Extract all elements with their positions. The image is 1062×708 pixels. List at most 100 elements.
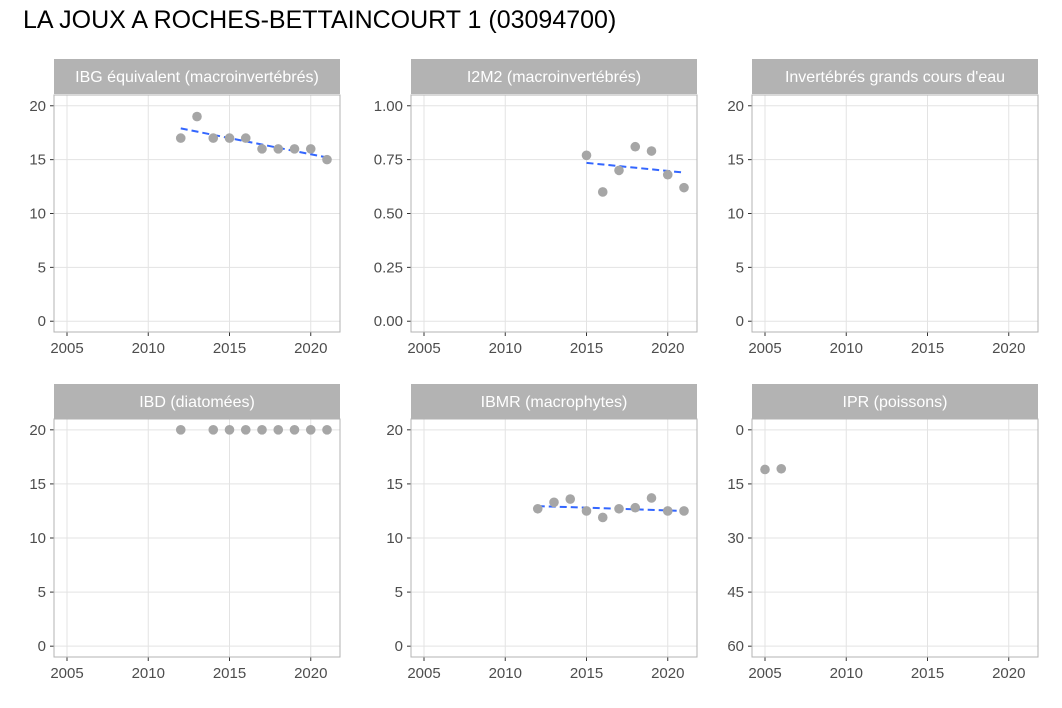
facet-panel-3: Invertébrés grands cours d'eau0510152020… [727, 59, 1039, 357]
facet-strip [54, 384, 340, 419]
data-point [192, 111, 202, 122]
y-tick-label: 15 [727, 476, 744, 493]
x-tick-label: 2010 [132, 340, 165, 357]
facet-strip [411, 384, 697, 419]
y-tick-label: 20 [727, 98, 744, 115]
x-tick-label: 2010 [489, 665, 522, 682]
y-tick-label: 10 [386, 530, 403, 547]
data-point [175, 425, 186, 435]
y-tick-label: 0 [38, 638, 46, 655]
y-tick-label: 5 [736, 259, 744, 276]
y-tick-label: 30 [727, 530, 744, 547]
data-point [273, 425, 284, 435]
panel-frame [53, 94, 341, 333]
x-tick-label: 2020 [651, 665, 684, 682]
x-tick-label: 2010 [830, 665, 863, 682]
panel-frame [751, 418, 1039, 658]
x-tick-label: 2015 [911, 340, 944, 357]
data-point [662, 169, 673, 180]
data-point [240, 133, 251, 143]
x-tick-label: 2005 [50, 665, 83, 682]
data-point [289, 425, 300, 435]
x-tick-label: 2015 [570, 665, 603, 682]
facet-title: I2M2 (macroinvertébrés) [467, 69, 641, 86]
panel-frame [410, 418, 698, 658]
y-tick-label: 0 [38, 313, 46, 330]
data-point [581, 506, 592, 516]
y-tick-label: 60 [727, 638, 744, 655]
data-point [614, 503, 624, 514]
x-tick-label: 2020 [294, 340, 327, 357]
x-tick-label: 2005 [407, 665, 440, 682]
facet-strip [752, 59, 1038, 94]
data-point [776, 463, 787, 474]
facet-title: IBMR (macrophytes) [481, 394, 628, 411]
facet-strip [54, 59, 340, 94]
data-point [581, 150, 592, 161]
data-point [679, 182, 689, 193]
facet-panel-4: IBD (diatomées) 0 5 10 15 20 2005 2010 2015 2020 [29, 384, 341, 682]
x-tick-label: 2005 [748, 340, 781, 357]
y-tick-label: 20 [29, 422, 46, 439]
data-point [257, 144, 267, 154]
y-tick-label: 0 [395, 638, 403, 655]
data-point [760, 464, 770, 475]
y-tick-label: 0.75 [374, 152, 403, 169]
x-tick-label: 2005 [748, 665, 781, 682]
data-point [549, 497, 559, 508]
trend-line [180, 127, 328, 159]
data-point [532, 503, 543, 514]
facet-title: IBD (diatomées) [139, 394, 255, 411]
x-tick-label: 2015 [213, 665, 246, 682]
y-tick-label: 5 [395, 584, 403, 601]
facet-title: IPR (poissons) [843, 394, 948, 411]
data-point [175, 133, 186, 143]
facet-strip [752, 384, 1038, 419]
data-point [597, 512, 608, 523]
data-point [257, 425, 267, 435]
panel-frame [410, 94, 698, 333]
data-point [597, 187, 608, 197]
facet-panel-2: I2M2 (macroinvertébrés) 0.00 0.25 0.50 0.75 1… [374, 59, 698, 357]
y-tick-label: 5 [38, 584, 46, 601]
data-point [208, 425, 219, 435]
data-point [679, 506, 689, 516]
facet-panel-5: IBMR (macrophytes) 0 5 10 15 20 2005 2010 2015 20… [386, 384, 698, 682]
y-tick-label: 20 [386, 422, 403, 439]
data-point [630, 502, 641, 513]
facet-title: Invertébrés grands cours d'eau [785, 69, 1005, 86]
x-tick-label: 2010 [132, 665, 165, 682]
y-tick-label: 45 [727, 584, 744, 601]
facet-strip [411, 59, 697, 94]
x-tick-label: 2020 [651, 340, 684, 357]
trend-line [537, 505, 685, 512]
data-point [305, 425, 316, 435]
y-tick-label: 0 [736, 313, 744, 330]
x-tick-label: 2010 [489, 340, 522, 357]
x-tick-label: 2010 [830, 340, 863, 357]
data-point [646, 146, 657, 156]
data-point [662, 506, 673, 516]
y-tick-label: 1.00 [374, 98, 403, 115]
facet-title: IBG équivalent (macroinvertébrés) [75, 69, 319, 86]
y-tick-label: 0.50 [374, 206, 403, 223]
data-point [565, 494, 576, 504]
data-point [322, 154, 332, 165]
y-tick-label: 0.25 [374, 259, 403, 276]
data-point [322, 425, 332, 435]
data-point [208, 133, 219, 143]
data-point [224, 425, 235, 435]
x-tick-label: 2005 [50, 340, 83, 357]
y-tick-label: 10 [29, 530, 46, 547]
data-point [630, 141, 641, 152]
facet-panel-1: IBG équivalent (macroinvertébrés) 0 5 10 15 2… [29, 59, 341, 357]
panel-frame [751, 94, 1039, 333]
data-point [614, 165, 624, 176]
y-tick-label: 15 [727, 152, 744, 169]
x-tick-label: 2015 [911, 665, 944, 682]
data-point [289, 144, 300, 154]
y-tick-label: 0 [736, 422, 744, 439]
x-tick-label: 2020 [294, 665, 327, 682]
panel-frame [53, 418, 341, 658]
